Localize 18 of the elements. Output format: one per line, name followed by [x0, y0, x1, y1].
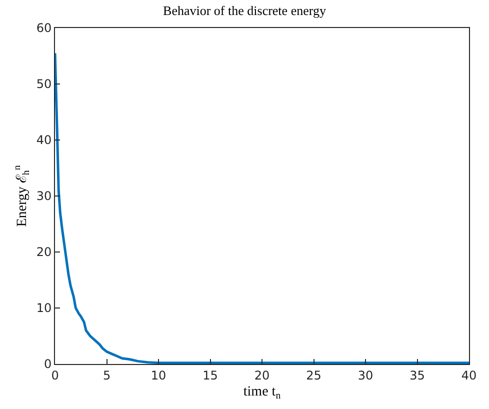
y-tick-label: 30: [36, 189, 52, 204]
x-axis-title: time t$_{n}$: [243, 384, 281, 402]
x-tick-label: 15: [202, 368, 218, 382]
x-tick-label: 40: [461, 368, 477, 382]
y-tick-label: 20: [36, 245, 52, 260]
chart-title: Behavior of the discrete energy: [163, 3, 326, 18]
x-tick-label: 25: [306, 368, 322, 382]
x-tick-label: 5: [102, 368, 111, 382]
y-tick-label: 50: [36, 77, 52, 92]
y-tick-label: 60: [36, 21, 52, 36]
x-tick-label: 35: [410, 368, 425, 382]
x-tick-label: 20: [254, 368, 270, 382]
y-tick-label: 0: [44, 357, 52, 372]
x-tick-label: 10: [150, 368, 166, 382]
x-tick-label: 30: [358, 368, 374, 382]
y-tick-label: 40: [36, 133, 52, 148]
y-tick-label: 10: [36, 301, 52, 316]
line-series: [55, 52, 469, 364]
